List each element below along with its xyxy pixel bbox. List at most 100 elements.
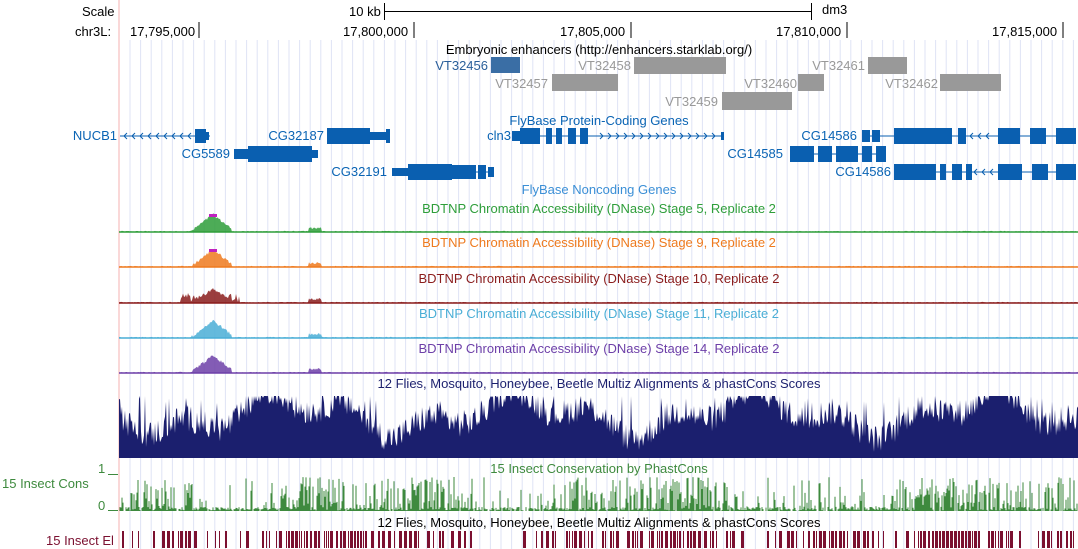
conserved-element	[1066, 531, 1068, 548]
enhancer-feature[interactable]	[940, 74, 1001, 91]
conserved-element	[863, 531, 866, 548]
conserved-element	[178, 531, 179, 548]
conserved-element	[185, 531, 187, 548]
cg32191-exon	[392, 168, 408, 176]
dnase-peak-cap	[209, 249, 217, 252]
conserved-element	[340, 531, 342, 548]
cg14586b-exon	[952, 164, 962, 180]
enhancer-feature[interactable]	[798, 74, 824, 91]
conserved-element	[961, 531, 964, 548]
conserved-element	[651, 531, 654, 548]
conserved-element	[569, 531, 570, 548]
conserved-element	[541, 531, 543, 548]
gene-label[interactable]: CG14585	[727, 146, 783, 161]
conserved-element	[972, 531, 973, 548]
scale-bar-label: 10 kb	[349, 4, 381, 19]
strand-arrow	[679, 132, 684, 140]
conserved-element	[399, 531, 402, 548]
enhancer-label[interactable]: VT32456	[435, 58, 488, 73]
conserved-element	[928, 531, 930, 548]
conserved-element	[442, 531, 444, 548]
enhancer-feature[interactable]	[552, 74, 618, 91]
conserved-element	[343, 531, 346, 548]
elements-left-label[interactable]: 15 Insect El	[46, 533, 114, 548]
conserved-element	[464, 531, 466, 548]
conserved-element	[1070, 531, 1072, 548]
conserved-element	[153, 531, 155, 548]
gene-models[interactable]	[0, 0, 1078, 200]
conserved-element	[382, 531, 385, 548]
cons-axis-max-tick	[108, 474, 118, 475]
conserved-element	[470, 531, 472, 548]
enhancer-label[interactable]: VT32458	[578, 58, 631, 73]
conserved-element	[610, 531, 612, 548]
ruler-tick-label: 17,805,000	[560, 24, 626, 39]
conserved-element	[318, 531, 320, 548]
conserved-element	[946, 531, 949, 548]
gene-label[interactable]: NUCB1	[72, 128, 117, 143]
enhancer-label[interactable]: VT32459	[665, 94, 718, 109]
strand-arrow	[695, 132, 700, 140]
conserved-element	[730, 531, 731, 548]
strand-arrow	[981, 168, 986, 176]
cg32187-exon	[370, 132, 386, 140]
conserved-element	[326, 531, 327, 548]
conserved-element	[1042, 531, 1045, 548]
cg14585-exon	[790, 146, 814, 162]
conserved-element	[162, 531, 165, 548]
conserved-element	[923, 531, 926, 548]
strand-arrow	[985, 132, 990, 140]
dnase-peak-cap	[209, 214, 217, 217]
conserved-element	[418, 531, 419, 548]
gene-label[interactable]: CG14586	[835, 164, 891, 179]
cg14585-exon	[836, 146, 858, 162]
strand-arrow	[155, 132, 160, 140]
gene-label[interactable]: cln3	[487, 128, 511, 143]
gene-label[interactable]: CG32191	[331, 164, 387, 179]
gene-label[interactable]: CG5589	[181, 146, 230, 161]
nucb1-exon	[206, 132, 209, 140]
cg5589-exon	[248, 146, 312, 162]
enhancer-feature[interactable]	[868, 57, 907, 74]
conserved-element	[172, 531, 174, 548]
nucb1-exon	[195, 129, 206, 143]
enhancer-label[interactable]: VT32461	[812, 58, 865, 73]
cons-axis-min-tick	[108, 510, 118, 511]
conserved-element	[803, 531, 804, 548]
conserved-element	[306, 531, 308, 548]
conserved-element	[388, 531, 391, 548]
cg14585-exon	[818, 146, 832, 162]
strand-arrow	[703, 132, 708, 140]
conserved-element	[552, 531, 554, 548]
assembly-label: dm3	[822, 2, 848, 17]
enhancer-label[interactable]: VT32460	[744, 76, 797, 91]
cg32187-exon	[386, 129, 390, 143]
cons-track-title: 15 Insect Conservation by PhastCons	[490, 461, 708, 476]
conserved-element	[991, 531, 994, 548]
ruler-tick-label: 17,815,000	[992, 24, 1058, 39]
cg14585-exon	[862, 146, 872, 162]
cg14586b-exon	[1056, 164, 1076, 180]
conserved-element	[276, 531, 277, 548]
enhancer-label[interactable]: VT32457	[495, 76, 548, 91]
conserved-element	[661, 531, 663, 548]
strand-arrow	[187, 132, 192, 140]
enhancer-feature[interactable]	[722, 92, 792, 110]
cons-left-label[interactable]: 15 Insect Cons	[2, 476, 89, 491]
conserved-element	[167, 531, 170, 548]
conserved-element	[219, 531, 220, 548]
conserved-element	[791, 531, 794, 548]
enhancer-feature[interactable]	[491, 57, 520, 73]
gene-label[interactable]: CG14586	[801, 128, 857, 143]
multiz-signal-area	[119, 396, 1078, 458]
gene-label[interactable]: CG32187	[268, 128, 324, 143]
conserved-element	[328, 531, 329, 548]
enhancer-label[interactable]: VT32462	[885, 76, 938, 91]
enhancer-feature[interactable]	[634, 57, 726, 74]
conserved-element	[726, 531, 728, 548]
